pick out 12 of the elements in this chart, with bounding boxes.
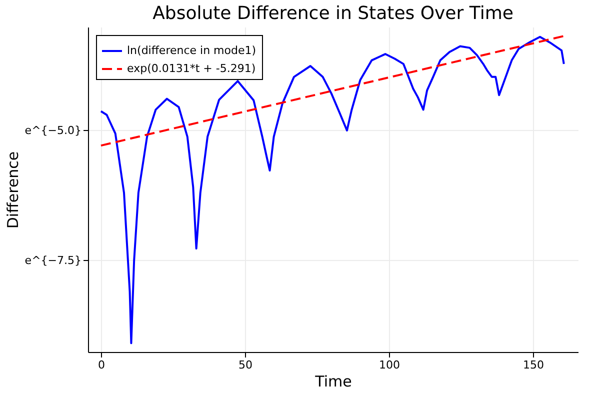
- x-tick-label: 0: [98, 358, 105, 372]
- x-tick-label: 150: [523, 358, 544, 372]
- legend-label: ln(difference in mode1): [127, 44, 256, 57]
- y-tick-label: e^{−7.5}: [24, 254, 82, 267]
- line-series: [100, 36, 565, 344]
- y-tick-label: e^{−5.0}: [24, 124, 82, 137]
- y-axis-title: Difference: [4, 151, 22, 229]
- x-tick-label: 50: [238, 358, 252, 372]
- legend-label: exp(0.0131*t + -5.291): [127, 62, 256, 75]
- x-axis-title: Time: [314, 372, 352, 390]
- chart-title: Absolute Difference in States Over Time: [152, 3, 514, 24]
- x-tick-label: 100: [379, 358, 400, 372]
